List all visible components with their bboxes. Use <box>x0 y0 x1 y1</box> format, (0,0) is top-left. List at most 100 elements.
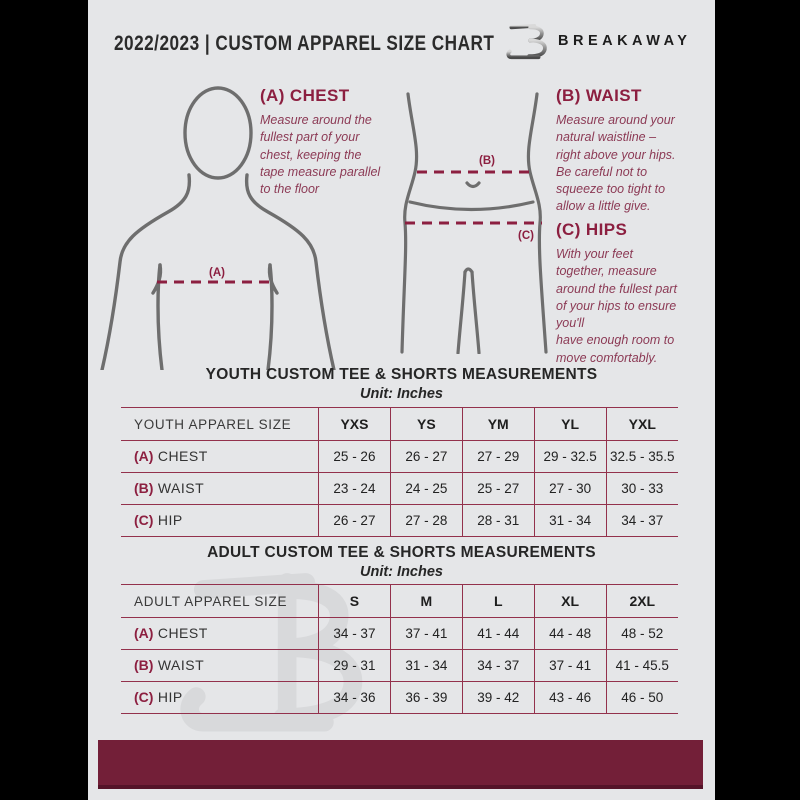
measurement-value-cell: 27 - 28 <box>389 504 463 537</box>
row-prefix: (B) <box>134 656 154 673</box>
waist-hips-figure: (B) (C) <box>400 92 548 354</box>
left-body-outline <box>400 92 419 354</box>
chest-line-tag: (A) <box>209 267 225 279</box>
measurement-label-cell: (C) HIP <box>121 681 319 714</box>
adult-table-title: ADULT CUSTOM TEE & SHORTS MEASUREMENTS <box>207 544 596 561</box>
head-outline <box>183 86 253 180</box>
hips-section-body: With your feet together, measure around … <box>556 247 677 365</box>
waist-line-tag: (B) <box>479 155 495 167</box>
measurement-value-cell: 34 - 37 <box>318 617 391 650</box>
size-label-cell: ADULT APPAREL SIZE <box>121 584 319 618</box>
row-prefix: (C) <box>134 511 154 528</box>
table-row: (C) HIP 34 - 36 36 - 39 39 - 42 43 - 46 46 - … <box>121 681 678 714</box>
measurement-label-cell: (B) WAIST <box>121 649 319 682</box>
measurement-value-cell: 25 - 26 <box>318 440 391 473</box>
left-armpit <box>151 263 163 295</box>
measurement-value-cell: 31 - 34 <box>533 504 607 537</box>
size-column-header: M <box>389 584 463 618</box>
navel-mark <box>465 181 481 189</box>
row-prefix: (C) <box>134 688 154 705</box>
measurement-value-cell: 25 - 27 <box>461 472 535 505</box>
row-label: WAIST <box>153 479 205 496</box>
hips-line-tag: (C) <box>518 230 534 242</box>
measurement-label-cell: (C) HIP <box>121 504 319 537</box>
chest-section-heading: (A) CHEST <box>260 86 350 105</box>
size-column-header: YS <box>389 407 463 441</box>
measurement-value-cell: 41 - 44 <box>461 617 535 650</box>
row-prefix: (A) <box>134 447 154 464</box>
waist-section-body: Measure around your natural waistline – … <box>556 113 676 214</box>
table-header-row: YOUTH APPAREL SIZE YXS YS YM YL YXL <box>121 407 678 441</box>
size-chart-page: 2022/2023 | CUSTOM APPAREL SIZE CHART BR… <box>88 0 715 800</box>
torso-chest-figure: (A) <box>100 86 336 370</box>
row-label: HIP <box>153 511 183 528</box>
row-label: WAIST <box>153 656 205 673</box>
measurement-value-cell: 37 - 41 <box>533 649 607 682</box>
measurement-value-cell: 24 - 25 <box>389 472 463 505</box>
measurement-value-cell: 28 - 31 <box>461 504 535 537</box>
measurement-value-cell: 41 - 45.5 <box>605 649 678 682</box>
footer-accent-bar <box>98 740 703 789</box>
measurement-value-cell: 43 - 46 <box>533 681 607 714</box>
table-row: (B) WAIST 23 - 24 24 - 25 25 - 27 27 - 30 30 … <box>121 472 678 505</box>
waist-section-heading: (B) WAIST <box>556 86 642 105</box>
measurement-value-cell: 26 - 27 <box>318 504 391 537</box>
measurement-value-cell: 34 - 36 <box>318 681 391 714</box>
measurement-value-cell: 37 - 41 <box>389 617 463 650</box>
measurement-value-cell: 46 - 50 <box>605 681 678 714</box>
right-shoulder-arm <box>244 173 336 370</box>
left-inner-leg <box>456 270 467 354</box>
breakaway-logo-icon <box>506 23 547 60</box>
size-column-header: XL <box>533 584 607 618</box>
measurement-value-cell: 34 - 37 <box>605 504 678 537</box>
measurement-value-cell: 36 - 39 <box>389 681 463 714</box>
measurement-value-cell: 23 - 24 <box>318 472 391 505</box>
row-label: CHEST <box>153 447 208 464</box>
row-prefix: (B) <box>134 479 154 496</box>
brand-name: BREAKAWAY <box>558 33 692 49</box>
measurement-label-cell: (A) CHEST <box>121 617 319 650</box>
size-label-cell: YOUTH APPAREL SIZE <box>121 407 319 441</box>
size-column-header: YL <box>533 407 607 441</box>
table-row: (B) WAIST 29 - 31 31 - 34 34 - 37 37 - 41 41 … <box>121 649 678 682</box>
measurement-value-cell: 26 - 27 <box>389 440 463 473</box>
size-column-header: S <box>318 584 391 618</box>
measurement-value-cell: 48 - 52 <box>605 617 678 650</box>
adult-size-table: ADULT APPAREL SIZE S M L XL 2XL (A) CHEST 34 - … <box>121 584 678 714</box>
measurement-value-cell: 29 - 32.5 <box>533 440 607 473</box>
size-column-header: YM <box>461 407 535 441</box>
chest-section-body: Measure around the fullest part of your … <box>260 113 381 196</box>
youth-size-table: YOUTH APPAREL SIZE YXS YS YM YL YXL (A) CHEST 2… <box>121 407 678 537</box>
measurement-value-cell: 31 - 34 <box>389 649 463 682</box>
adult-table-unit: Unit: Inches <box>360 564 443 580</box>
hips-section-heading: (C) HIPS <box>556 220 628 239</box>
size-column-header: 2XL <box>605 584 678 618</box>
size-column-header: L <box>461 584 535 618</box>
measurement-value-cell: 27 - 30 <box>533 472 607 505</box>
table-row: (C) HIP 26 - 27 27 - 28 28 - 31 31 - 34 34 - … <box>121 504 678 537</box>
table-header-row: ADULT APPAREL SIZE S M L XL 2XL <box>121 584 678 618</box>
measurement-value-cell: 44 - 48 <box>533 617 607 650</box>
measurement-value-cell: 29 - 31 <box>318 649 391 682</box>
measurement-label-cell: (B) WAIST <box>121 472 319 505</box>
table-row: (A) CHEST 25 - 26 26 - 27 27 - 29 29 - 32.5 3… <box>121 440 678 473</box>
measurement-value-cell: 27 - 29 <box>461 440 535 473</box>
measurement-label-cell: (A) CHEST <box>121 440 319 473</box>
right-inner-leg <box>470 270 481 354</box>
measurement-value-cell: 39 - 42 <box>461 681 535 714</box>
row-prefix: (A) <box>134 624 154 641</box>
size-column-header: YXS <box>318 407 391 441</box>
youth-table-unit: Unit: Inches <box>360 386 443 402</box>
measurement-value-cell: 34 - 37 <box>461 649 535 682</box>
measurement-value-cell: 32.5 - 35.5 <box>605 440 678 473</box>
size-column-header: YXL <box>605 407 678 441</box>
waistband-curve <box>408 200 535 212</box>
page-title: 2022/2023 | CUSTOM APPAREL SIZE CHART <box>114 31 495 55</box>
measurement-value-cell: 30 - 33 <box>605 472 678 505</box>
row-label: CHEST <box>153 624 208 641</box>
left-shoulder-arm <box>100 173 192 370</box>
table-row: (A) CHEST 34 - 37 37 - 41 41 - 44 44 - 48 48 … <box>121 617 678 650</box>
right-armpit <box>267 263 279 295</box>
row-label: HIP <box>153 688 183 705</box>
youth-table-title: YOUTH CUSTOM TEE & SHORTS MEASUREMENTS <box>205 366 598 383</box>
